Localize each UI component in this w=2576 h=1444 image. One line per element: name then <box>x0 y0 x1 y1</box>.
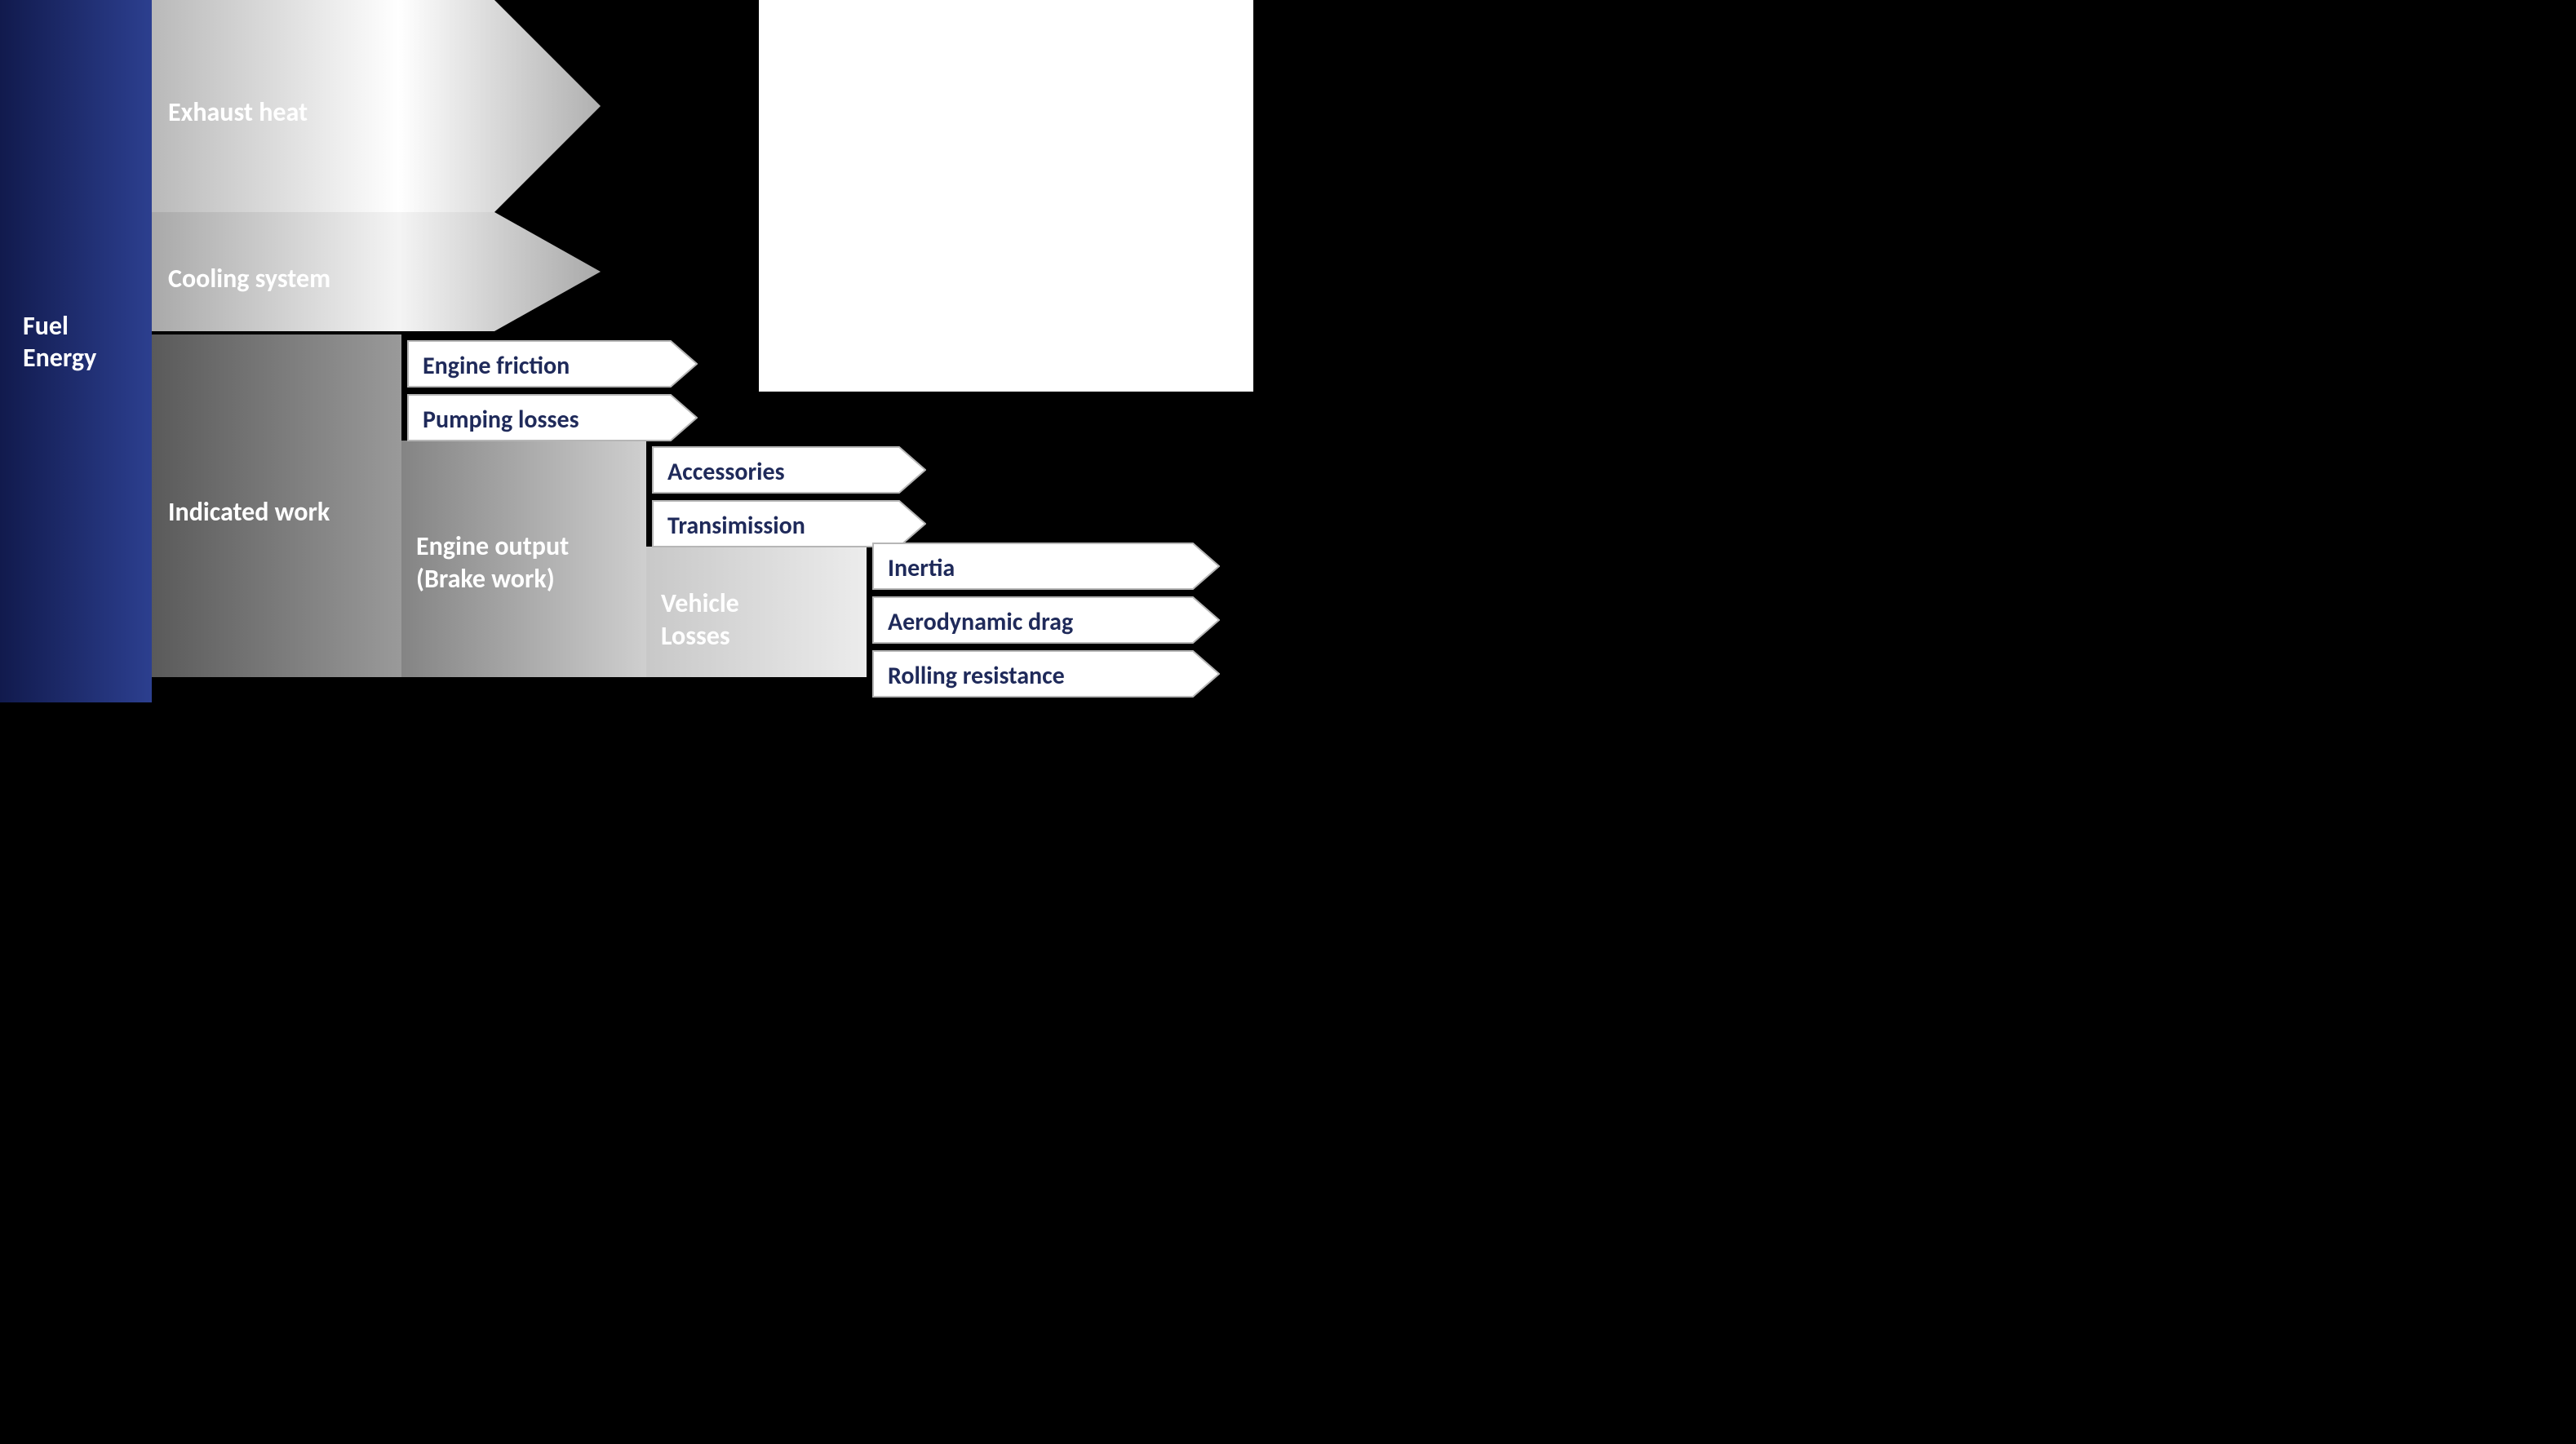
stage-label-engine_output: Engine output(Brake work) <box>416 530 569 596</box>
fuel-label-line2: Energy <box>23 342 96 374</box>
stage-label-vehicle_losses: VehicleLosses <box>661 587 739 653</box>
loss-label-transmission: Transimission <box>667 511 805 541</box>
big-arrow-label-cooling: Cooling system <box>168 263 330 295</box>
loss-label-accessories: Accessories <box>667 457 785 487</box>
blank-panel <box>759 0 1253 392</box>
loss-label-pumping: Pumping losses <box>423 405 579 435</box>
loss-label-rolling: Rolling resistance <box>888 661 1065 691</box>
fuel-energy-label: FuelEnergy <box>23 310 96 374</box>
energy-sankey-diagram: FuelEnergy Indicated work Engine output(Br… <box>0 0 1253 702</box>
stage-label-indicated: Indicated work <box>168 496 330 529</box>
big-arrow-label-exhaust: Exhaust heat <box>168 96 308 128</box>
loss-label-friction: Engine friction <box>423 351 570 381</box>
fuel-label-line1: Fuel <box>23 310 96 342</box>
loss-label-inertia: Inertia <box>888 553 955 583</box>
loss-label-aero: Aerodynamic drag <box>888 607 1073 637</box>
